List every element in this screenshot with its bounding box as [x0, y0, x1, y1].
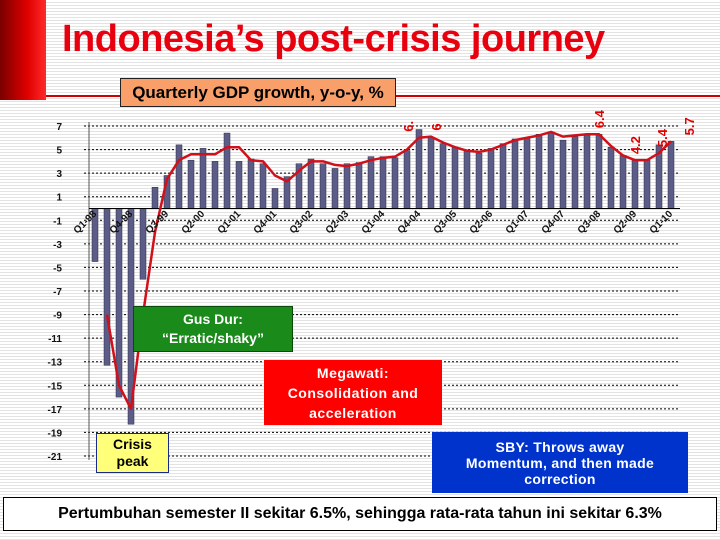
- bar-Q1-08: [571, 136, 579, 209]
- data-label: 4.2: [628, 136, 643, 154]
- data-label: 5.7: [682, 117, 697, 135]
- crisis-line: peak: [116, 453, 149, 469]
- data-label: 5.4: [655, 128, 670, 147]
- x-tick-label: Q1-07: [504, 209, 532, 237]
- bar-Q1-03: [331, 168, 339, 209]
- bar-Q2-01: [247, 158, 255, 209]
- crisis-peak-annotation: Crisis peak: [96, 433, 169, 473]
- bar-Q3-06: [499, 143, 507, 209]
- bar-Q1-05: [427, 137, 435, 209]
- bar-Q2-09: [631, 159, 639, 209]
- y-tick-label: -15: [48, 381, 63, 392]
- bar-Q4-03: [367, 156, 375, 209]
- bar-Q3-01: [259, 163, 267, 209]
- bar-Q1-09: [619, 155, 627, 209]
- x-tick-label: Q3-05: [432, 209, 460, 237]
- sby-line: correction: [524, 470, 596, 487]
- bar-Q1-07: [523, 137, 531, 209]
- x-tick-label: Q4-04: [396, 209, 424, 237]
- y-tick-label: -17: [48, 405, 63, 416]
- bar-Q3-02: [307, 158, 315, 209]
- x-tick-label: Q2-09: [612, 209, 640, 237]
- x-tick-label: Q3-08: [576, 209, 604, 237]
- bar-Q2-03: [343, 163, 351, 209]
- y-tick-label: -19: [48, 428, 63, 439]
- bar-Q3-05: [451, 146, 459, 209]
- megawati-line: Megawati:: [316, 364, 390, 381]
- bar-Q3-07: [547, 131, 555, 209]
- bar-Q1-04: [379, 156, 387, 209]
- gus-dur-annotation: Gus Dur: “Erratic/shaky”: [133, 306, 293, 352]
- data-label: 6.4: [592, 109, 607, 128]
- bar-Q2-98: [103, 208, 111, 366]
- bar-Q4-01: [271, 188, 279, 209]
- trend-line: [105, 130, 672, 411]
- bar-Q2-06: [487, 148, 495, 209]
- bar-Q1-10: [667, 141, 675, 209]
- crisis-line: Crisis: [113, 436, 152, 452]
- y-tick-label: 3: [56, 169, 62, 180]
- slide-title: Indonesia’s post-crisis journey: [62, 18, 605, 60]
- x-tick-label: Q3-99: [144, 209, 172, 237]
- x-tick-label: Q2-03: [324, 209, 352, 237]
- bar-Q4-02: [319, 163, 327, 209]
- x-tick-label: Q1-04: [360, 209, 388, 237]
- x-tick-label: Q2-06: [468, 209, 496, 237]
- bar-Q4-00: [223, 132, 231, 209]
- bar-Q1-06: [475, 152, 483, 209]
- y-tick-label: -21: [48, 452, 63, 463]
- y-tick-label: -9: [53, 311, 62, 322]
- y-tick-label: 7: [56, 122, 62, 133]
- bar-Q3-00: [211, 161, 219, 209]
- y-tick-label: 5: [56, 146, 62, 157]
- x-tick-label: Q2-00: [180, 209, 208, 237]
- y-tick-label: 1: [56, 193, 62, 204]
- sby-line: SBY: Throws away: [495, 438, 625, 455]
- megawati-annotation: Megawati: Consolidation and acceleration: [264, 360, 442, 425]
- gus-dur-line: Gus Dur:: [183, 311, 243, 327]
- y-tick-label: -7: [53, 287, 62, 298]
- decorative-red-bar: [0, 0, 46, 100]
- y-tick-label: -5: [53, 263, 62, 274]
- y-tick-label: -11: [48, 334, 62, 345]
- sby-line: Momentum, and then made: [465, 454, 655, 471]
- bar-Q4-08: [607, 146, 615, 209]
- bar-Q2-05: [439, 143, 447, 209]
- x-tick-label: Q4-01: [252, 209, 280, 237]
- data-label: 6: [429, 123, 444, 130]
- y-tick-label: -3: [53, 240, 62, 251]
- y-tick-label: -1: [53, 216, 62, 227]
- bar-Q3-08: [595, 134, 603, 209]
- bar-Q1-01: [235, 161, 243, 209]
- bar-Q1-99: [139, 208, 147, 280]
- bar-Q2-08: [583, 134, 591, 209]
- bar-Q4-06: [511, 138, 519, 209]
- x-tick-label: Q1-10: [648, 209, 676, 237]
- bar-Q2-07: [535, 134, 543, 209]
- chart-title: Quarterly GDP growth, y-o-y, %: [120, 78, 396, 107]
- y-tick-label: -13: [48, 358, 63, 369]
- bar-Q2-00: [199, 148, 207, 209]
- bar-Q2-04: [391, 157, 399, 209]
- sby-annotation: SBY: Throws away Momentum, and then made…: [432, 432, 688, 493]
- gus-dur-line: “Erratic/shaky”: [162, 330, 264, 346]
- bar-Q3-03: [355, 162, 363, 209]
- megawati-line: acceleration: [309, 404, 397, 421]
- x-tick-label: Q3-02: [288, 209, 316, 237]
- bar-Q3-04: [403, 150, 411, 209]
- bar-Q4-05: [463, 150, 471, 209]
- bar-Q1-00: [187, 159, 195, 209]
- x-tick-label: Q4-07: [540, 209, 568, 237]
- bar-Q3-09: [643, 159, 651, 209]
- data-label: 6.: [401, 121, 416, 132]
- bar-Q2-99: [151, 187, 159, 209]
- bar-Q4-99: [175, 144, 183, 209]
- x-tick-label: Q1-01: [216, 209, 244, 237]
- megawati-line: Consolidation and: [287, 384, 419, 401]
- summary-banner: Pertumbuhan semester II sekitar 6.5%, se…: [3, 497, 717, 531]
- bar-Q4-07: [559, 139, 567, 209]
